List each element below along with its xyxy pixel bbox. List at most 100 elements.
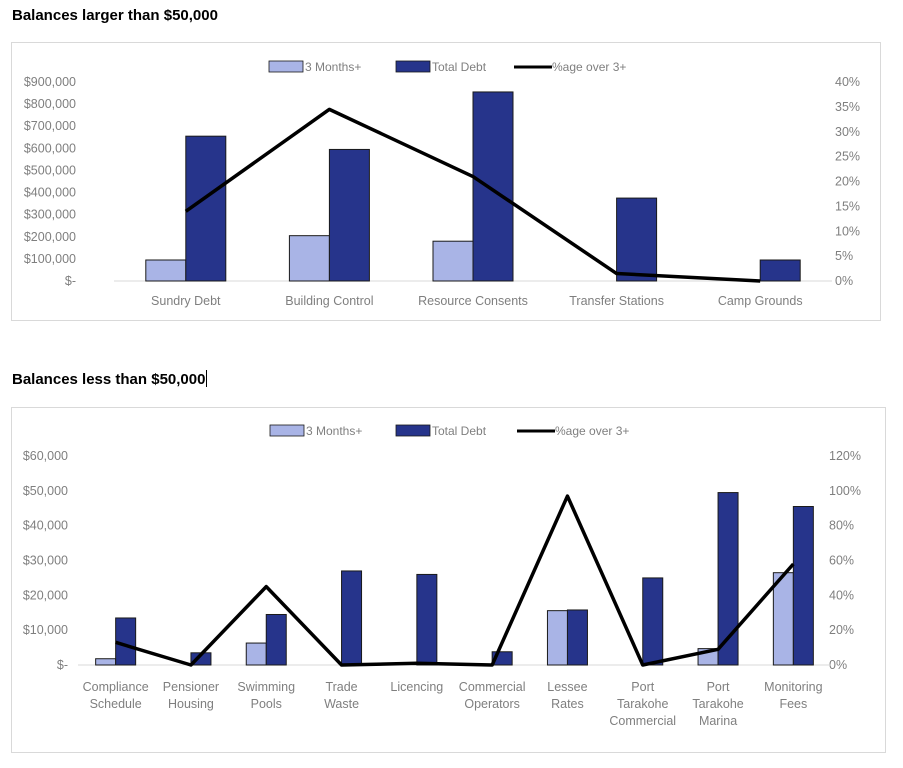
bar-total-debt (616, 197, 658, 282)
legend-label: 3 Months+ (306, 424, 362, 438)
x-category-label-line: Commercial (459, 680, 526, 694)
x-category-label: Camp Grounds (718, 294, 803, 308)
y-right-tick-label: 0% (829, 658, 847, 672)
x-category-label-line: Port (631, 680, 654, 694)
x-category-label: Lessee Rates (547, 680, 587, 711)
bar-3-months (95, 658, 117, 666)
legend-label: %age over 3+ (555, 424, 629, 438)
y-left-tick-label: $20,000 (23, 588, 68, 602)
x-category-label: Trade Waste (324, 680, 359, 711)
y-right-tick-label: 30% (835, 125, 860, 139)
x-category-label: Transfer Stations (569, 294, 664, 308)
y-right-tick-label: 25% (835, 150, 860, 164)
x-category-label-line: Tarakohe (692, 697, 743, 711)
x-category-label-line: Fees (779, 697, 807, 711)
y-right-tick-label: 80% (829, 519, 854, 533)
x-category-label-line: Commercial (609, 714, 676, 728)
bar-total-debt (642, 577, 664, 666)
bar-total-debt (328, 148, 370, 282)
x-category-label: Compliance Schedule (83, 680, 149, 711)
bar-3-months (772, 572, 794, 666)
y-left-tick-label: $40,000 (23, 519, 68, 533)
y-left-tick-label: $- (65, 274, 76, 288)
bottom-chart-heading-text: Balances less than $50,000 (12, 371, 206, 388)
x-category-label-line: Swimming (237, 680, 295, 694)
x-category-label-line: Pensioner (163, 680, 219, 694)
y-left-tick-label: $700,000 (24, 119, 76, 133)
x-category-label-line: Marina (699, 714, 737, 728)
legend-label: Total Debt (432, 424, 487, 438)
y-left-tick-label: $900,000 (24, 75, 76, 89)
bar-3-months (546, 610, 568, 666)
legend-entry: %age over 3+ (514, 60, 626, 74)
bar-total-debt (115, 617, 137, 666)
y-left-tick-label: $800,000 (24, 97, 76, 111)
x-category-label-line: Schedule (90, 697, 142, 711)
y-right-tick-label: 120% (829, 449, 861, 463)
bar-3-months (245, 642, 267, 666)
x-category-label-line: Monitoring (764, 680, 822, 694)
x-category-label-line: Rates (551, 697, 584, 711)
bar-total-debt (185, 135, 227, 282)
x-category-label-line: Tarakohe (617, 697, 668, 711)
x-category-label-line: Lessee (547, 680, 587, 694)
x-category-label-line: Port (707, 680, 730, 694)
y-right-tick-label: 10% (835, 224, 860, 238)
x-category-label: Commercial Operators (459, 680, 526, 711)
y-left-tick-label: $500,000 (24, 163, 76, 177)
legend-label: 3 Months+ (305, 60, 361, 74)
x-category-label-line: Waste (324, 697, 359, 711)
y-right-tick-label: 0% (835, 274, 853, 288)
bar-total-debt (416, 573, 438, 666)
x-category-label-line: Sundry Debt (151, 294, 221, 308)
x-category-label: Pensioner Housing (163, 680, 219, 711)
top-chart-heading: Balances larger than $50,000 (12, 7, 218, 24)
y-left-tick-label: $60,000 (23, 449, 68, 463)
chart-bottom: $- $10,000 $20,000 $30,000 $40,000 $50,000 $60… (23, 424, 861, 728)
x-category-label-line: Pools (251, 697, 282, 711)
bar-total-debt (265, 613, 287, 666)
legend-swatch (268, 60, 304, 73)
x-category-label: Sundry Debt (151, 294, 221, 308)
y-right-tick-label: 35% (835, 100, 860, 114)
legend-entry: 3 Months+ (269, 424, 362, 438)
y-right-tick-label: 15% (835, 199, 860, 213)
chart-top: $- $100,000 $200,000 $300,000 $400,000 $500,0… (24, 60, 860, 308)
x-category-label-line: Transfer Stations (569, 294, 664, 308)
x-category-label: Licencing (390, 680, 443, 694)
y-left-tick-label: $200,000 (24, 230, 76, 244)
y-left-tick-label: $50,000 (23, 484, 68, 498)
text-cursor (206, 370, 208, 387)
x-category-label-line: Camp Grounds (718, 294, 803, 308)
bar-total-debt (566, 609, 588, 666)
legend-entry: 3 Months+ (268, 60, 361, 74)
y-left-tick-label: $300,000 (24, 208, 76, 222)
bar-3-months (288, 235, 330, 282)
legend-entry: Total Debt (395, 60, 487, 74)
y-right-tick-label: 20% (835, 175, 860, 189)
y-right-tick-label: 40% (829, 588, 854, 602)
x-category-label: Port Tarakohe Commercial (609, 680, 676, 728)
x-category-label: Port Tarakohe Marina (692, 680, 743, 728)
bar-3-months (145, 259, 187, 282)
x-category-label-line: Building Control (285, 294, 373, 308)
x-category-label: Swimming Pools (237, 680, 295, 711)
chart-bottom-frame: $- $10,000 $20,000 $30,000 $40,000 $50,000 $60… (11, 407, 886, 753)
legend-label: Total Debt (432, 60, 487, 74)
legend-swatch (395, 60, 431, 73)
y-left-tick-label: $100,000 (24, 252, 76, 266)
bar-total-debt (792, 506, 814, 666)
bar-total-debt (717, 492, 739, 666)
bar-total-debt (472, 91, 514, 282)
x-category-label: Monitoring Fees (764, 680, 822, 711)
x-category-label-line: Resource Consents (418, 294, 528, 308)
x-category-label: Building Control (285, 294, 373, 308)
legend-entry: Total Debt (395, 424, 487, 438)
bottom-chart-heading: Balances less than $50,000 (12, 370, 208, 388)
y-left-tick-label: $600,000 (24, 141, 76, 155)
y-left-tick-label: $- (57, 658, 68, 672)
x-category-label-line: Housing (168, 697, 214, 711)
x-category-label-line: Operators (464, 697, 520, 711)
chart-top-frame: $- $100,000 $200,000 $300,000 $400,000 $500,0… (11, 42, 881, 321)
y-left-tick-label: $30,000 (23, 554, 68, 568)
